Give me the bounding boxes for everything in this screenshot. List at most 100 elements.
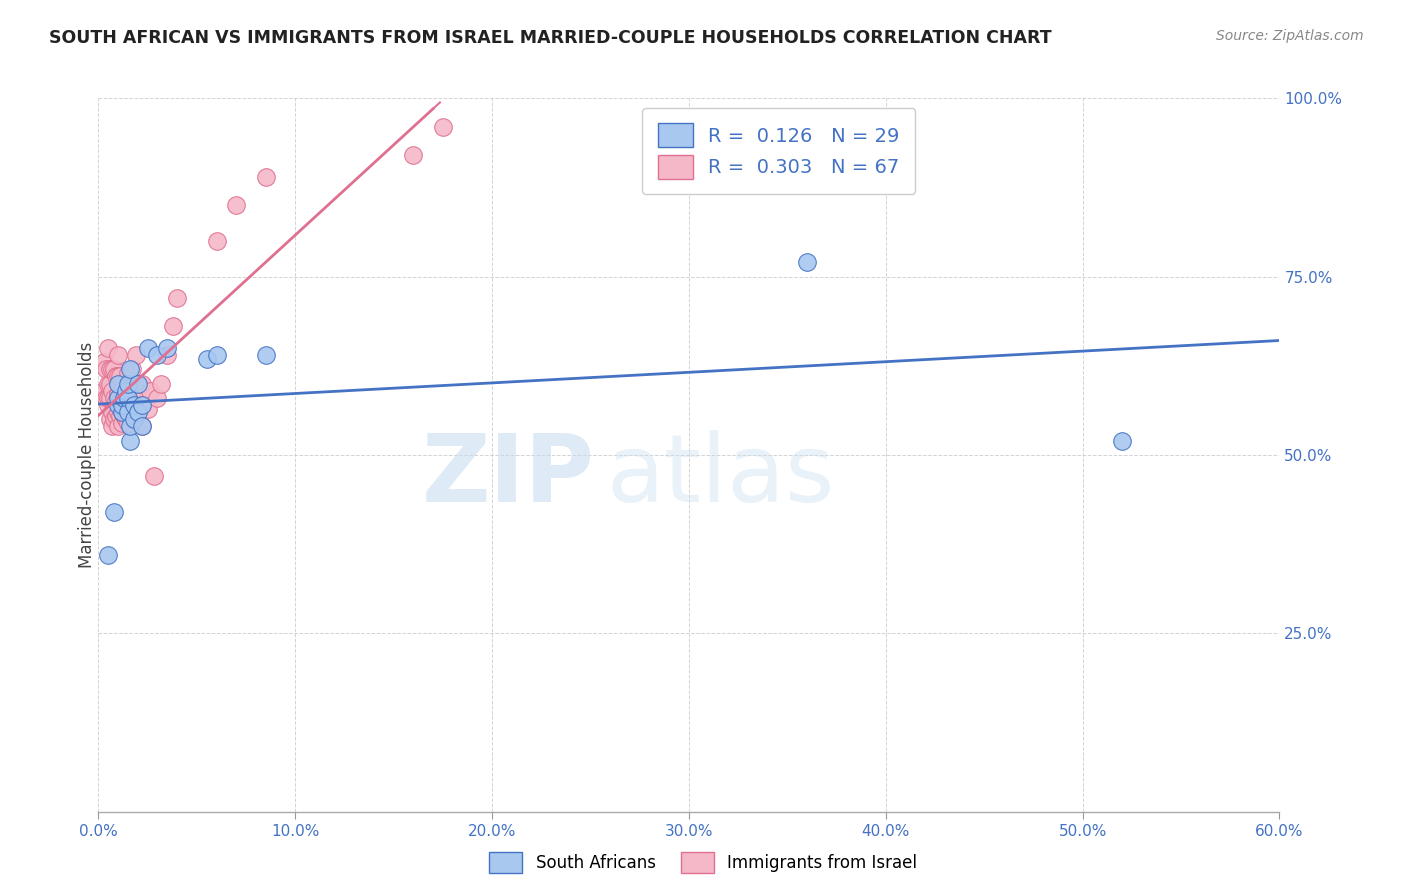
- Point: [131, 398, 153, 412]
- Point: [146, 391, 169, 405]
- Point: [796, 255, 818, 269]
- Point: [121, 384, 143, 398]
- Y-axis label: Married-couple Households: Married-couple Households: [79, 342, 96, 568]
- Point: [93, 355, 115, 369]
- Text: atlas: atlas: [606, 430, 835, 523]
- Point: [108, 394, 131, 409]
- Point: [146, 348, 169, 362]
- Point: [118, 434, 141, 448]
- Point: [156, 341, 179, 355]
- Point: [122, 398, 145, 412]
- Point: [118, 391, 141, 405]
- Point: [131, 376, 153, 391]
- Point: [103, 505, 125, 519]
- Point: [122, 398, 145, 412]
- Point: [98, 376, 121, 391]
- Point: [122, 412, 145, 426]
- Point: [127, 376, 149, 391]
- Point: [112, 391, 135, 405]
- Point: [103, 362, 125, 376]
- Point: [402, 148, 425, 162]
- Point: [97, 548, 120, 562]
- Point: [125, 348, 148, 362]
- Point: [101, 405, 124, 419]
- Point: [118, 376, 141, 391]
- Point: [136, 401, 159, 416]
- Point: [101, 384, 124, 398]
- Point: [1111, 434, 1133, 448]
- Point: [103, 391, 125, 405]
- Point: [432, 120, 454, 134]
- Point: [107, 387, 129, 401]
- Point: [162, 319, 184, 334]
- Point: [97, 391, 120, 405]
- Point: [107, 398, 129, 412]
- Text: SOUTH AFRICAN VS IMMIGRANTS FROM ISRAEL MARRIED-COUPLE HOUSEHOLDS CORRELATION CH: SOUTH AFRICAN VS IMMIGRANTS FROM ISRAEL …: [49, 29, 1052, 47]
- Point: [117, 391, 139, 405]
- Text: Source: ZipAtlas.com: Source: ZipAtlas.com: [1216, 29, 1364, 44]
- Point: [105, 394, 128, 409]
- Point: [225, 198, 247, 212]
- Point: [107, 391, 129, 405]
- Point: [138, 384, 160, 398]
- Point: [127, 405, 149, 419]
- Point: [118, 362, 141, 376]
- Point: [131, 419, 153, 434]
- Point: [96, 362, 118, 376]
- Point: [121, 362, 143, 376]
- Text: ZIP: ZIP: [422, 430, 595, 523]
- Point: [127, 384, 149, 398]
- Point: [107, 369, 129, 384]
- Point: [111, 405, 134, 419]
- Point: [112, 391, 135, 405]
- Point: [105, 409, 128, 423]
- Point: [205, 348, 228, 362]
- Point: [118, 419, 141, 434]
- Legend: R =  0.126   N = 29, R =  0.303   N = 67: R = 0.126 N = 29, R = 0.303 N = 67: [643, 108, 915, 194]
- Point: [118, 405, 141, 419]
- Point: [107, 419, 129, 434]
- Point: [195, 351, 218, 366]
- Point: [111, 398, 134, 412]
- Point: [131, 419, 153, 434]
- Point: [254, 348, 277, 362]
- Point: [117, 376, 139, 391]
- Point: [101, 419, 124, 434]
- Point: [103, 412, 125, 426]
- Point: [107, 376, 129, 391]
- Point: [117, 405, 139, 419]
- Point: [97, 341, 120, 355]
- Point: [122, 376, 145, 391]
- Point: [117, 416, 139, 430]
- Point: [127, 405, 149, 419]
- Point: [101, 362, 124, 376]
- Point: [98, 391, 121, 405]
- Point: [107, 348, 129, 362]
- Point: [98, 412, 121, 426]
- Point: [97, 376, 120, 391]
- Point: [115, 412, 138, 426]
- Point: [111, 384, 134, 398]
- Point: [131, 398, 153, 412]
- Point: [97, 398, 120, 412]
- Point: [111, 416, 134, 430]
- Point: [117, 366, 139, 380]
- Point: [112, 409, 135, 423]
- Point: [98, 362, 121, 376]
- Point: [107, 405, 129, 419]
- Point: [136, 341, 159, 355]
- Point: [121, 401, 143, 416]
- Point: [115, 384, 138, 398]
- Legend: South Africans, Immigrants from Israel: South Africans, Immigrants from Israel: [482, 846, 924, 880]
- Point: [205, 234, 228, 248]
- Point: [150, 376, 173, 391]
- Point: [166, 291, 188, 305]
- Point: [115, 394, 138, 409]
- Point: [156, 348, 179, 362]
- Point: [96, 391, 118, 405]
- Point: [117, 394, 139, 409]
- Point: [142, 469, 165, 483]
- Point: [105, 369, 128, 384]
- Point: [254, 169, 277, 184]
- Point: [108, 409, 131, 423]
